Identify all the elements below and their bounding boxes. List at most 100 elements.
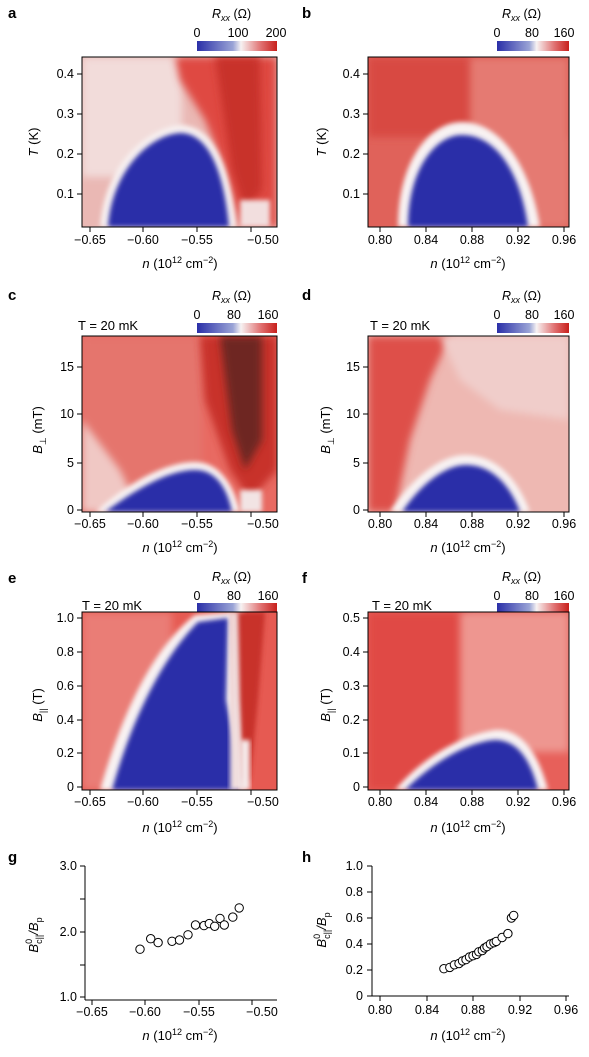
scatter-point bbox=[509, 910, 519, 921]
y-axis: 0 5 10 15 bbox=[60, 360, 82, 517]
x-tick-label: 0.96 bbox=[552, 233, 576, 247]
plot-frame bbox=[367, 611, 570, 791]
x-tick-label: 0.88 bbox=[460, 517, 484, 531]
scatter-point bbox=[228, 912, 238, 922]
scatter-point bbox=[174, 935, 185, 945]
x-axis-label: n (1012 cm−2) bbox=[430, 819, 505, 835]
colorbar-tick: 160 bbox=[554, 589, 575, 603]
x-axis: 0.80 0.84 0.88 0.92 0.96 bbox=[368, 512, 576, 531]
y-tick-label: 0.8 bbox=[57, 645, 74, 659]
y-tick-label: 0.2 bbox=[57, 147, 74, 161]
scatter-point bbox=[153, 937, 163, 948]
y-tick-label: 10 bbox=[60, 407, 74, 421]
y-tick-label: 10 bbox=[346, 407, 360, 421]
scatter-point bbox=[234, 903, 244, 913]
y-axis: 0 0.2 0.4 0.6 0.8 1.0 bbox=[57, 611, 82, 794]
y-tick-label: 15 bbox=[60, 360, 74, 374]
y-tick-label: 0.2 bbox=[343, 147, 360, 161]
x-tick-label: 0.88 bbox=[460, 795, 484, 809]
x-tick-label: −0.60 bbox=[129, 1005, 161, 1019]
x-tick-label: 0.80 bbox=[368, 517, 392, 531]
x-tick-label: −0.50 bbox=[247, 233, 279, 247]
x-tick-label: −0.50 bbox=[246, 1005, 278, 1019]
x-tick-label: 0.92 bbox=[506, 233, 530, 247]
scatter-point bbox=[135, 944, 145, 954]
panel-letter: g bbox=[8, 849, 17, 866]
x-tick-label: 0.88 bbox=[461, 1003, 485, 1017]
colorbar-tick: 0 bbox=[494, 589, 501, 603]
x-axis: −0.65 −0.60 −0.55 −0.50 bbox=[76, 1000, 278, 1019]
x-axis-label: n (1012 cm−2) bbox=[142, 819, 217, 835]
x-tick-label: −0.65 bbox=[74, 233, 106, 247]
plot-frame bbox=[81, 335, 278, 513]
y-axis-label: B|| (T) bbox=[30, 688, 48, 722]
colorbar-title: Rxx (Ω) bbox=[212, 570, 251, 586]
colorbar-tick: 100 bbox=[228, 26, 249, 40]
y-tick-label: 0 bbox=[353, 780, 360, 794]
temperature-annotation: T = 20 mK bbox=[370, 318, 430, 333]
x-tick-label: −0.55 bbox=[181, 517, 213, 531]
x-tick-label: 0.80 bbox=[368, 795, 392, 809]
y-tick-label: 0.2 bbox=[346, 963, 363, 977]
panel-letter: a bbox=[8, 5, 17, 22]
y-axis: 3.0 2.0 1.0 bbox=[60, 859, 85, 1004]
y-tick-label: 0.6 bbox=[57, 679, 74, 693]
colorbar-tick: 0 bbox=[494, 308, 501, 322]
x-axis: 0.80 0.84 0.88 0.92 0.96 bbox=[368, 996, 578, 1017]
x-tick-label: 0.92 bbox=[506, 517, 530, 531]
colorbar-tick: 80 bbox=[525, 26, 539, 40]
scatter-point bbox=[190, 920, 201, 930]
temperature-annotation: T = 20 mK bbox=[82, 598, 142, 613]
x-tick-label: −0.55 bbox=[181, 795, 213, 809]
y-tick-label: 0.3 bbox=[343, 679, 360, 693]
x-tick-label: 0.84 bbox=[414, 795, 438, 809]
plot-frame bbox=[367, 335, 570, 513]
y-tick-label: 0.1 bbox=[57, 187, 74, 201]
x-axis-label: n (1012 cm−2) bbox=[142, 255, 217, 271]
y-tick-label: 0.4 bbox=[343, 67, 360, 81]
panel-letter: c bbox=[8, 287, 16, 304]
y-axis-label: B|| (T) bbox=[318, 688, 336, 722]
scatter-point bbox=[183, 930, 193, 940]
colorbar bbox=[497, 323, 569, 333]
y-tick-label: 0.1 bbox=[343, 187, 360, 201]
y-tick-label: 0 bbox=[356, 989, 363, 1003]
y-axis: 0.1 0.2 0.3 0.4 bbox=[343, 67, 368, 201]
colorbar-tick: 200 bbox=[266, 26, 287, 40]
colorbar-tick: 0 bbox=[194, 308, 201, 322]
colorbar bbox=[497, 41, 569, 51]
y-tick-label: 0.5 bbox=[343, 611, 360, 625]
scatter-point bbox=[210, 921, 220, 931]
panel-letter: e bbox=[8, 570, 16, 587]
x-tick-label: 0.96 bbox=[554, 1003, 578, 1017]
panel-d: d T = 20 mK Rxx (Ω) 0 80 160 0 5 10 15 B… bbox=[302, 287, 576, 555]
panel-letter: h bbox=[302, 849, 311, 866]
y-tick-label: 2.0 bbox=[60, 925, 77, 939]
colorbar-tick: 160 bbox=[258, 308, 279, 322]
y-tick-label: 5 bbox=[67, 456, 74, 470]
panel-letter: d bbox=[302, 287, 311, 304]
y-axis: 0 5 10 15 bbox=[346, 360, 368, 517]
x-tick-label: 0.84 bbox=[414, 517, 438, 531]
panel-h: h 0 0.2 0.4 0.6 0.8 1.0 B0c||/Bp 0.80 0.… bbox=[302, 849, 578, 1043]
panel-c: c T = 20 mK Rxx (Ω) 0 80 160 0 5 10 15 B… bbox=[8, 287, 279, 555]
panel-a: a Rxx (Ω) 0 100 200 0.1 0.2 0.3 0.4 T (K… bbox=[8, 5, 286, 271]
panel-f: f T = 20 mK Rxx (Ω) 0 80 160 0 0.1 0.2 0… bbox=[302, 570, 576, 835]
scatter-points bbox=[135, 903, 244, 954]
x-tick-label: 0.96 bbox=[552, 795, 576, 809]
colorbar bbox=[497, 603, 569, 613]
colorbar bbox=[197, 41, 277, 51]
scatter-points bbox=[439, 910, 519, 974]
scatter-point bbox=[503, 928, 513, 939]
axes-lines bbox=[84, 866, 277, 1001]
colorbar-title: Rxx (Ω) bbox=[212, 7, 251, 23]
x-axis-label: n (1012 cm−2) bbox=[430, 1027, 505, 1043]
x-tick-label: −0.55 bbox=[183, 1005, 215, 1019]
heatmap bbox=[368, 336, 569, 512]
y-axis-label: B0c||/Bp bbox=[24, 917, 44, 952]
colorbar-tick: 0 bbox=[194, 26, 201, 40]
y-tick-label: 0.4 bbox=[57, 713, 74, 727]
colorbar-tick: 80 bbox=[227, 589, 241, 603]
x-tick-label: 0.92 bbox=[506, 795, 530, 809]
